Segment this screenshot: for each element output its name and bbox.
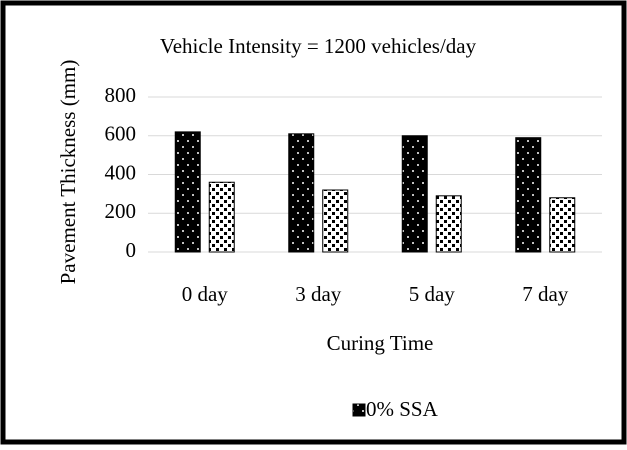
x-tick-label: 7 day [522,282,569,306]
legend-marker [352,403,366,417]
y-tick-label: 600 [105,122,137,146]
bar [288,133,315,253]
y-tick-label: 200 [105,199,137,223]
bar [208,181,235,253]
x-tick-label: 5 day [409,282,456,306]
bar [322,189,349,253]
x-tick-label: 0 day [182,282,229,306]
y-tick-label: 400 [105,160,137,184]
y-tick-label: 800 [105,83,137,107]
bar [435,195,462,253]
y-axis-title: Pavement Thickness (mm) [56,60,80,285]
x-axis-title: Curing Time [327,331,434,355]
legend-label: 0% SSA [366,397,439,421]
bar [174,131,201,253]
bar [549,197,576,253]
bar [401,135,428,253]
bar [515,137,542,253]
chart-title: Vehicle Intensity = 1200 vehicles/day [160,34,477,58]
y-tick-label: 0 [126,238,137,262]
x-tick-label: 3 day [295,282,342,306]
